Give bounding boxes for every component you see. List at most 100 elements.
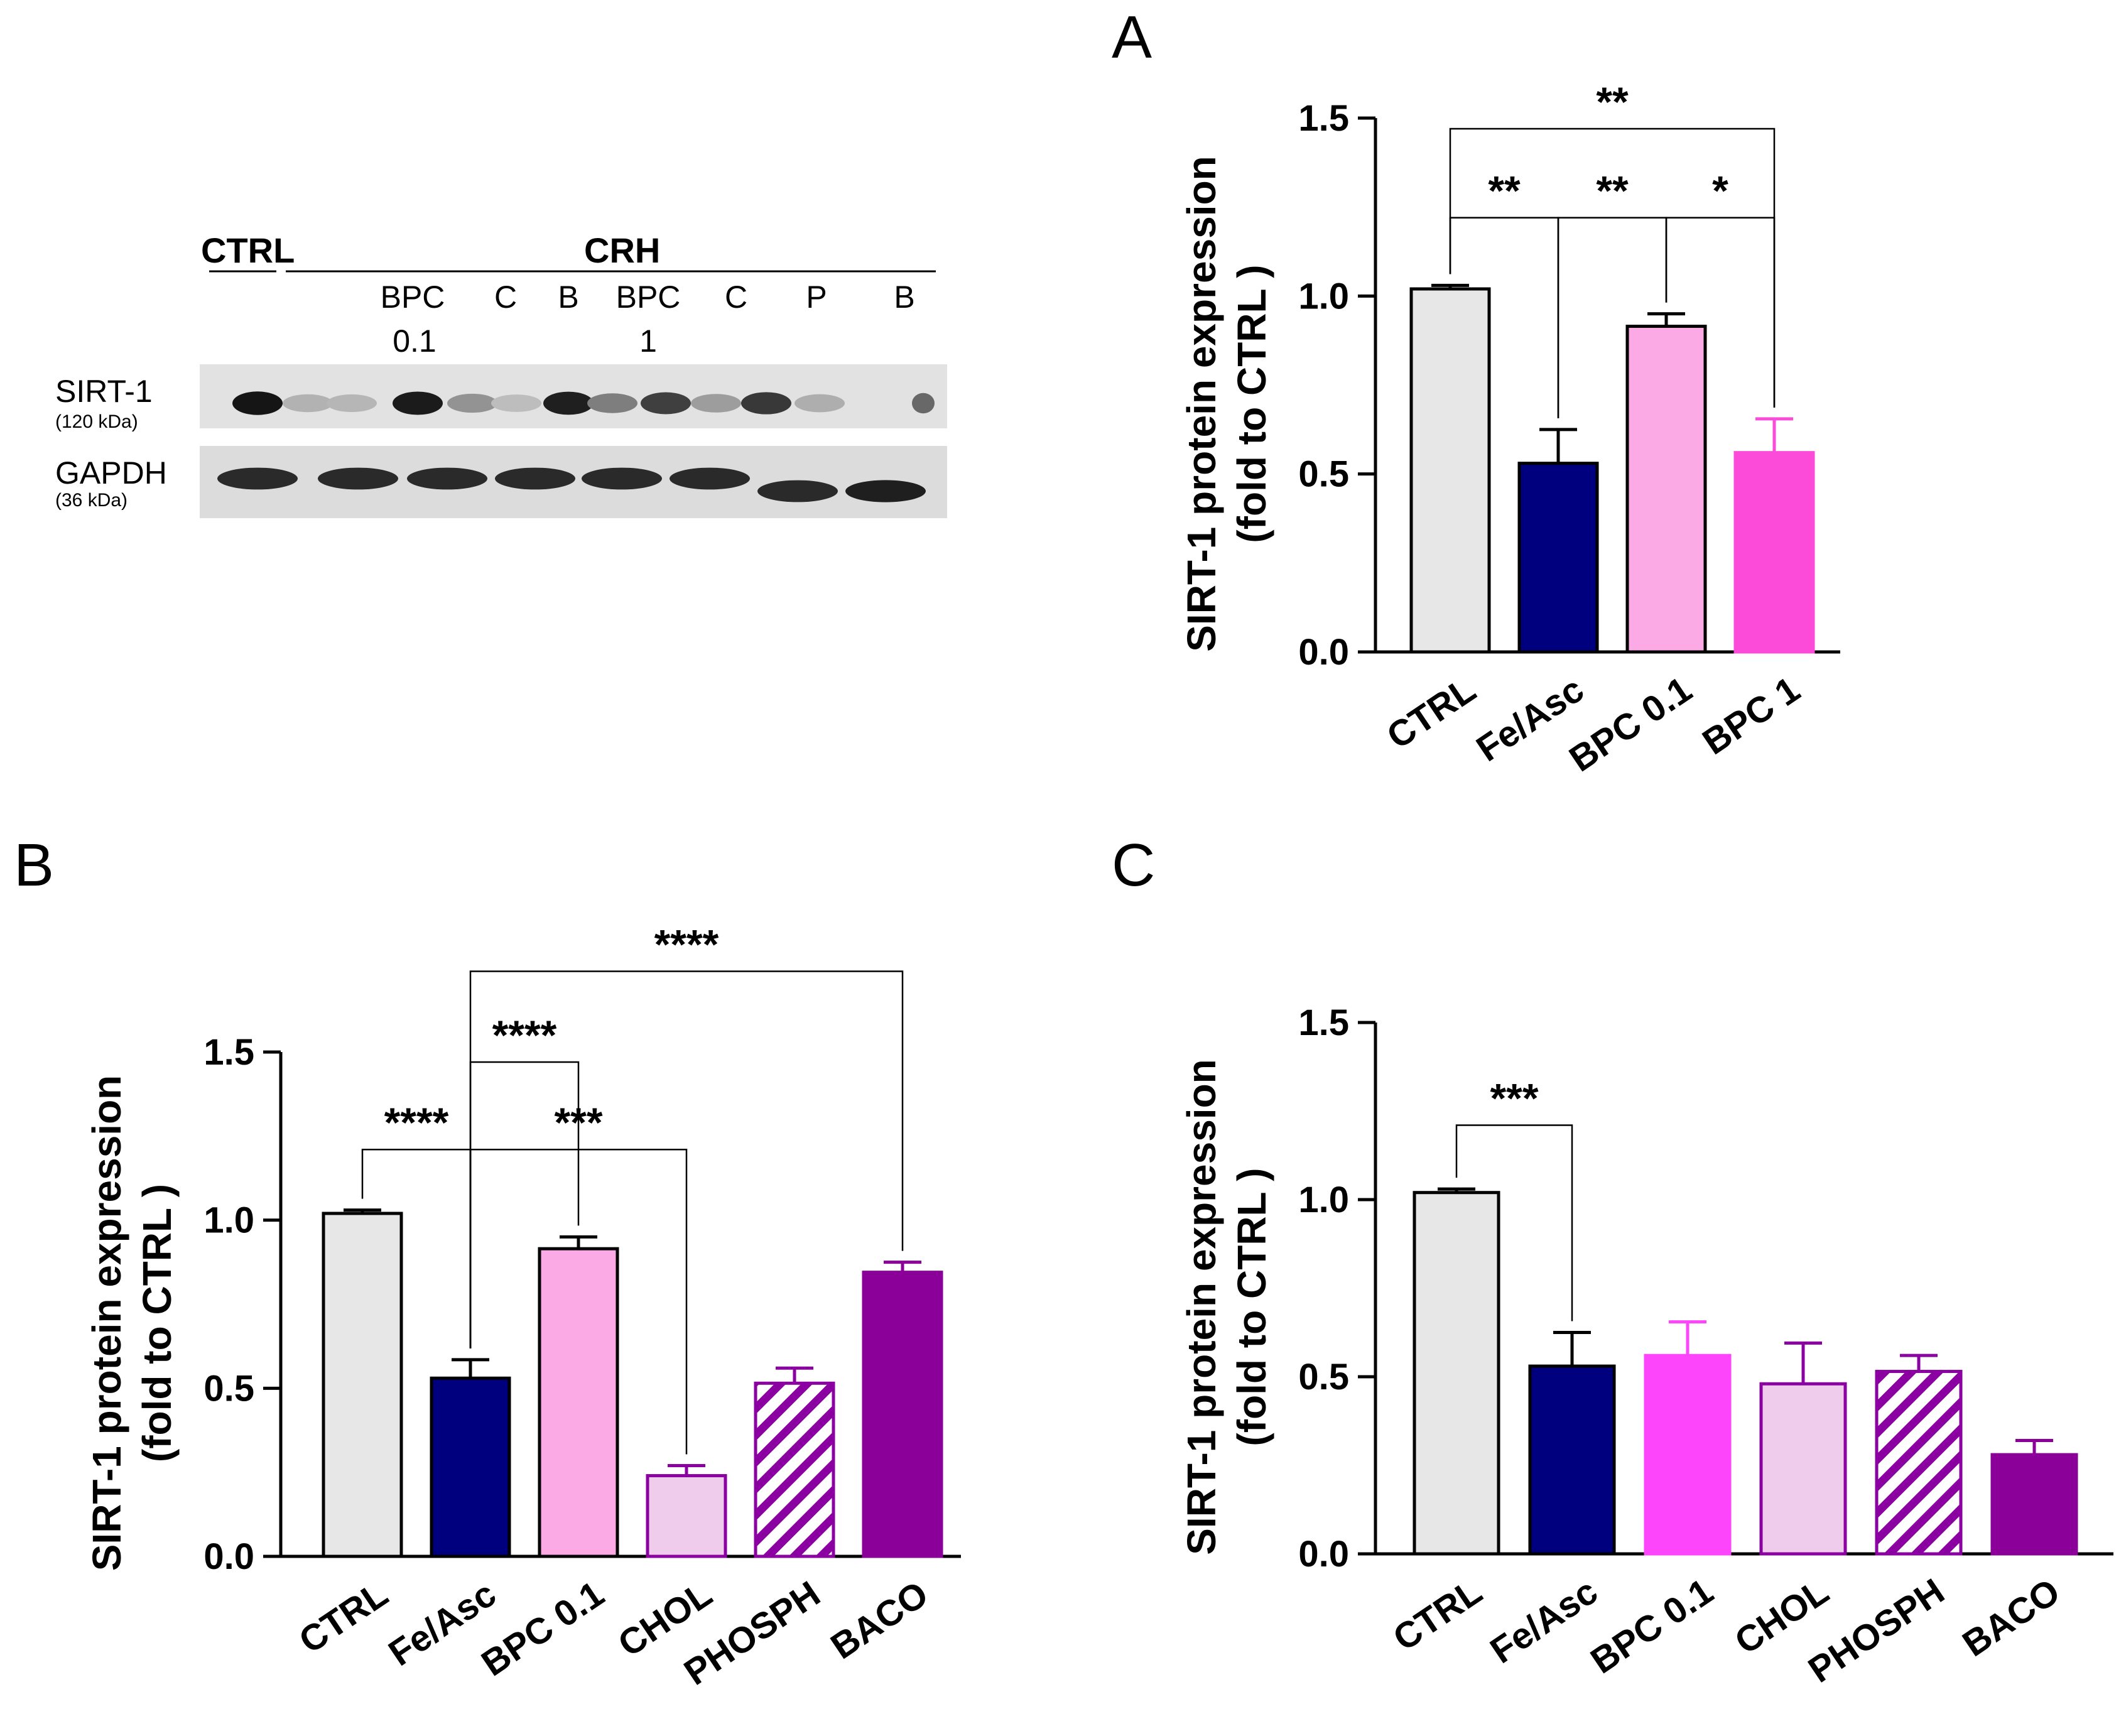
x-tick-label: BACO (823, 1573, 935, 1667)
significance-label: **** (384, 1099, 449, 1146)
bar (322, 1212, 403, 1558)
bar (1644, 1354, 1732, 1556)
x-tick-label: CTRL (292, 1573, 396, 1661)
y-tick-label: 0.5 (203, 1368, 254, 1409)
y-tick-label: 1.5 (1298, 98, 1349, 139)
chart-panel-c: SIRT-1 protein expression (fold to CTRL )… (1179, 1002, 2113, 1691)
x-tick-label: BPC 1 (1695, 669, 1807, 762)
y-tick-label: 0.0 (1298, 1534, 1349, 1575)
blot-lane-label: B (558, 279, 578, 315)
y-tick-label: 1.0 (203, 1200, 254, 1241)
y-tick-label: 0.5 (1298, 454, 1349, 495)
y-axis-label: SIRT-1 protein expression (1179, 156, 1224, 652)
y-axis-label-line2: (fold to CTRL ) (1229, 1168, 1274, 1446)
bar (754, 1381, 835, 1558)
sirt1-band (447, 393, 497, 413)
gapdh-band (217, 467, 298, 490)
x-tick-label: CTRL (1380, 669, 1483, 757)
y-tick-label: 1.5 (203, 1032, 254, 1073)
gapdh-band (757, 480, 838, 502)
y-axis-label: SIRT-1 protein expression (1179, 1059, 1224, 1555)
y-axis-label-line2: (fold to CTRL ) (134, 1184, 180, 1462)
sirt1-band (691, 394, 741, 413)
bar (430, 1376, 511, 1558)
blot-row-kda: (36 kDa) (55, 490, 127, 511)
gapdh-band (318, 467, 398, 490)
y-tick-label: 1.0 (1298, 1180, 1349, 1220)
blot-lane-label: C (494, 279, 517, 315)
bar (1759, 1382, 1847, 1556)
significance-label: ** (1596, 79, 1629, 125)
bar (1875, 1370, 1963, 1556)
blot-crh-label: CRH (584, 231, 660, 270)
sirt1-band (543, 391, 594, 415)
significance-bracket: * (1665, 168, 1776, 408)
bar (1625, 325, 1707, 654)
significance-label: **** (654, 921, 719, 968)
sirt1-band (327, 394, 377, 413)
bar (646, 1474, 727, 1558)
blot-lane-label: BPC (381, 279, 445, 315)
sirt1-band (795, 394, 845, 413)
sirt1-band (283, 394, 333, 413)
x-tick-label: Fe/Asc (1483, 1571, 1605, 1671)
blot-lane-sublabel: 1 (639, 323, 657, 359)
blot-lane-label: BPC (616, 279, 681, 315)
sirt1-band (393, 391, 443, 415)
significance-label: **** (492, 1012, 557, 1058)
significance-label: *** (1490, 1075, 1538, 1122)
sirt1-band (232, 391, 283, 415)
significance-label: * (1712, 168, 1728, 214)
gapdh-band (407, 467, 487, 490)
significance-bracket: *** (469, 1099, 688, 1455)
significance-bracket: *** (1455, 1075, 1573, 1321)
blot-lane-sublabel: 0.1 (393, 323, 437, 359)
gapdh-band (670, 467, 750, 490)
significance-label: *** (554, 1099, 602, 1146)
chart-panel-a: SIRT-1 protein expression (fold to CTRL )… (1179, 79, 1840, 779)
panel-letter-c: C (1112, 832, 1155, 899)
x-tick-label: BPC 0.1 (474, 1573, 611, 1684)
y-tick-label: 0.0 (203, 1536, 254, 1577)
sirt1-band (641, 392, 691, 415)
blot-lane-label: C (725, 279, 747, 315)
bar (1517, 462, 1599, 654)
y-tick-label: 0.5 (1298, 1357, 1349, 1397)
blot-lane-label: P (806, 279, 827, 315)
blot-row-kda: (120 kDa) (55, 411, 138, 432)
blot-ctrl-label: CTRL (201, 231, 295, 270)
bar (1413, 1191, 1500, 1556)
bar (1990, 1453, 2078, 1556)
gapdh-band (495, 467, 575, 490)
chart-panel-b: SIRT-1 protein expression (fold to CTRL )… (84, 921, 961, 1693)
sirt1-band (741, 392, 791, 415)
bar (862, 1271, 943, 1558)
panel-letter-b: B (14, 832, 54, 899)
significance-label: ** (1488, 168, 1521, 214)
y-tick-label: 0.0 (1298, 632, 1349, 673)
x-tick-label: BPC 0.1 (1583, 1571, 1720, 1681)
sirt1-band (587, 393, 637, 413)
x-tick-label: CTRL (1386, 1571, 1490, 1659)
gapdh-band (845, 480, 926, 502)
bar (1409, 287, 1491, 654)
blot-gapdh-membrane (200, 446, 947, 518)
blot-row-name: GAPDH (55, 455, 167, 491)
x-tick-label: BACO (1955, 1571, 2067, 1664)
y-tick-label: 1.5 (1298, 1002, 1349, 1043)
y-axis-label-line2: (fold to CTRL ) (1229, 264, 1274, 543)
bar (1733, 451, 1815, 654)
significance-label: ** (1596, 168, 1629, 214)
blot-row-name: SIRT-1 (55, 374, 153, 409)
x-tick-label: BPC 0.1 (1562, 669, 1699, 779)
western-blot: CTRL CRH BPC C B BPC C P B 0.1 1 SIRT-1 … (55, 231, 947, 518)
significance-bracket: **** (361, 1099, 472, 1348)
gapdh-band (582, 467, 662, 490)
y-axis-label: SIRT-1 protein expression (84, 1075, 129, 1571)
blot-lane-label: B (894, 279, 914, 315)
y-tick-label: 1.0 (1298, 276, 1349, 317)
panel-letter-a: A (1112, 4, 1152, 71)
bar (538, 1247, 619, 1558)
sirt1-band (912, 393, 935, 414)
